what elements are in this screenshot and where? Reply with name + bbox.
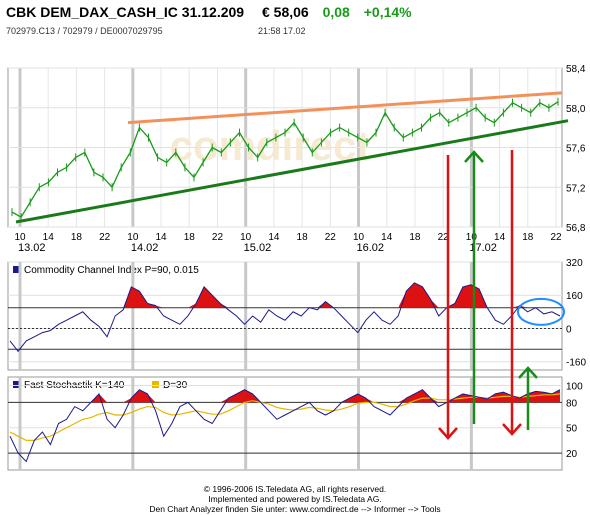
price-x-tick-label: 18 xyxy=(71,232,83,243)
price-x-tick-label: 18 xyxy=(297,232,309,243)
stoch-y-tick-label: 50 xyxy=(566,424,578,435)
price-x-tick-label: 10 xyxy=(353,232,365,243)
price-day-label: 17.02 xyxy=(469,242,497,254)
green-arrow-2-head xyxy=(518,366,538,379)
price-y-tick-label: 57,2 xyxy=(566,183,586,194)
red-arrow-2-head xyxy=(502,423,522,436)
red-arrow-1-head xyxy=(438,427,458,440)
price-day-label: 16.02 xyxy=(357,242,385,254)
price-y-tick-label: 57,6 xyxy=(566,144,586,155)
stoch-k-legend-swatch xyxy=(13,381,20,388)
price-x-tick-label: 18 xyxy=(184,232,196,243)
header-title: CBK DEM_DAX_CASH_IC 31.12.209 € 58,06 0,… xyxy=(6,4,412,20)
price-x-tick-label: 14 xyxy=(381,232,393,243)
cci-y-tick-label: -160 xyxy=(566,358,586,369)
cci-y-tick-label: 0 xyxy=(566,324,572,335)
stoch-overbought-fill xyxy=(10,389,560,403)
cci-y-tick-label: 320 xyxy=(566,258,583,269)
cci-y-tick-label: 160 xyxy=(566,291,583,302)
price-day-label: 15.02 xyxy=(244,242,272,254)
price-y-tick-label: 56,8 xyxy=(566,223,586,234)
change-absolute: 0,08 xyxy=(322,4,350,20)
upper-trendline xyxy=(127,91,563,125)
stoch-d-line xyxy=(9,393,561,441)
price-x-tick-label: 10 xyxy=(240,232,252,243)
stoch-k-line xyxy=(9,389,561,463)
price-x-tick-label: 14 xyxy=(43,232,55,243)
footer: © 1996-2006 IS.Teledata AG, all rights r… xyxy=(0,484,590,514)
footer-copyright: © 1996-2006 IS.Teledata AG, all rights r… xyxy=(203,484,387,494)
price-x-tick-label: 14 xyxy=(155,232,167,243)
cci-legend-swatch xyxy=(13,266,20,273)
price-x-tick-label: 22 xyxy=(212,232,224,243)
instrument-ids: 702979.C13 / 702979 / DE0007029795 xyxy=(6,26,163,36)
price-day-label: 14.02 xyxy=(131,242,159,254)
price-x-tick-label: 10 xyxy=(14,232,26,243)
stoch-d-legend-swatch xyxy=(152,381,159,388)
price-x-tick-label: 10 xyxy=(466,232,478,243)
price-x-tick-label: 18 xyxy=(409,232,421,243)
lower-trendline xyxy=(15,119,569,224)
price-x-tick-label: 22 xyxy=(325,232,337,243)
price-y-tick-label: 58,0 xyxy=(566,104,586,115)
instrument-name: CBK DEM_DAX_CASH_IC 31.12.209 xyxy=(6,4,245,20)
green-arrow-1-head xyxy=(464,150,484,163)
stoch-y-tick-label: 80 xyxy=(566,398,578,409)
quote-time: 21:58 17.02 xyxy=(258,26,306,36)
cci-legend-label: Commodity Channel Index P=90, 0.015 xyxy=(24,265,199,276)
price-x-tick-label: 22 xyxy=(550,232,562,243)
price-x-tick-label: 14 xyxy=(268,232,280,243)
change-percent: +0,14% xyxy=(363,4,412,20)
price-x-tick-label: 14 xyxy=(494,232,506,243)
price-x-tick-label: 18 xyxy=(522,232,534,243)
footer-analyzer: Den Chart Analyzer finden Sie unter: www… xyxy=(149,504,441,514)
footer-implemented: Implemented and powered by IS.Teledata A… xyxy=(208,494,382,504)
cci-annotation-ellipse xyxy=(517,297,565,326)
cci-overbought-fill xyxy=(10,282,560,308)
cci-panel-frame xyxy=(7,261,563,371)
stoch-y-tick-label: 20 xyxy=(566,449,578,460)
stoch-y-tick-label: 100 xyxy=(566,381,583,392)
price-day-label: 13.02 xyxy=(18,242,46,254)
price-x-tick-label: 22 xyxy=(438,232,450,243)
cci-line xyxy=(9,282,561,353)
last-price: € 58,06 xyxy=(261,4,309,20)
stoch-panel-frame xyxy=(7,376,563,471)
price-x-tick-label: 10 xyxy=(127,232,139,243)
price-x-tick-label: 22 xyxy=(99,232,111,243)
price-y-tick-label: 58,4 xyxy=(566,64,586,75)
